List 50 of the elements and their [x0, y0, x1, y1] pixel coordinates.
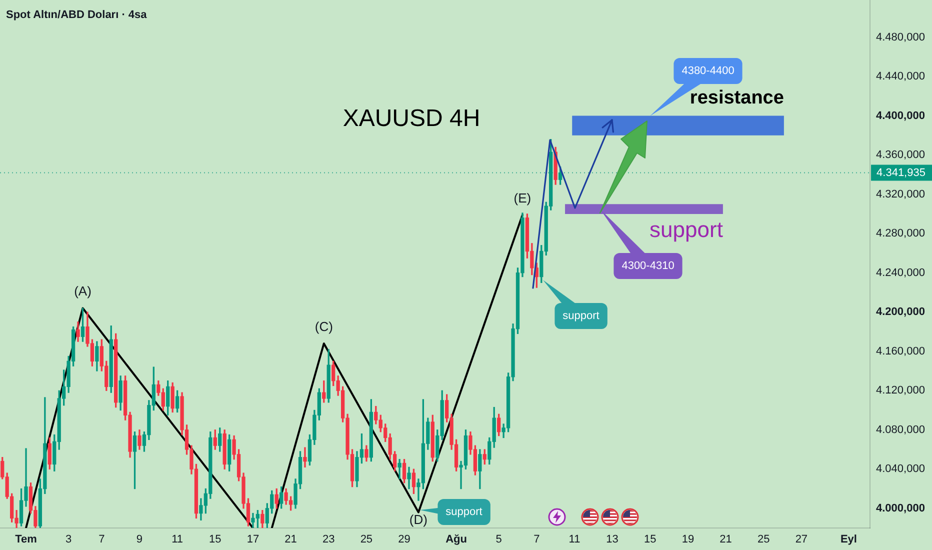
- y-tick-label: 4.080,000: [876, 424, 925, 436]
- data-label: (E): [514, 190, 532, 206]
- band-label: support: [650, 217, 723, 242]
- y-tick-label: 4.320,000: [876, 188, 925, 200]
- x-tick-label: Eyl: [840, 534, 857, 546]
- data-label: (D): [409, 512, 428, 527]
- x-tick-label: 11: [172, 534, 184, 546]
- y-tick-label: 4.200,000: [876, 306, 925, 318]
- annotation: 4300-4310: [622, 260, 674, 272]
- x-tick-label: 27: [795, 534, 808, 546]
- x-tick-label: 19: [682, 534, 694, 546]
- annotation: support: [446, 506, 482, 518]
- y-tick-label: 4.040,000: [876, 463, 925, 476]
- x-tick-label: 25: [360, 534, 373, 546]
- x-tick-label: Tem: [15, 534, 38, 546]
- y-tick-label: 4.240,000: [876, 266, 925, 279]
- x-tick-label: 5: [496, 534, 502, 546]
- y-tick-label: 4.360,000: [876, 149, 925, 162]
- x-tick-label: 17: [246, 534, 260, 546]
- x-tick-label: 3: [65, 534, 72, 546]
- annotation: XAUUSD 4H: [342, 104, 480, 132]
- x-tick-label: 25: [757, 534, 770, 546]
- x-tick-label: 15: [644, 534, 656, 546]
- y-tick-label: 4.000,000: [876, 502, 925, 514]
- x-tick-label: 23: [322, 534, 335, 546]
- annotation: support: [562, 310, 600, 322]
- x-tick-label: 21: [284, 534, 297, 546]
- x-tick-label: 21: [720, 534, 732, 546]
- x-tick-label: 7: [534, 534, 540, 546]
- y-tick-label: 4.280,000: [876, 228, 925, 240]
- y-tick-label: 4.400,000: [876, 110, 925, 122]
- data-label: (C): [314, 319, 333, 334]
- y-tick-label: 4.440,000: [876, 70, 925, 83]
- x-tick-label: Ağu: [446, 534, 467, 546]
- candlestick: [398, 458, 402, 480]
- x-tick-label: 29: [398, 534, 410, 546]
- band-label: resistance: [690, 88, 784, 109]
- x-tick-label: 15: [209, 534, 222, 546]
- data-label: (A): [74, 284, 92, 299]
- y-tick-label: 4.120,000: [876, 384, 925, 397]
- ref-line-label: 4.341,935: [876, 166, 926, 179]
- x-tick-label: 7: [98, 534, 105, 546]
- y-tick-label: 4.160,000: [876, 345, 925, 358]
- candlestick: [303, 447, 307, 468]
- x-tick-label: 13: [606, 534, 618, 546]
- x-tick-label: 9: [136, 534, 143, 546]
- annotation: 4380-4400: [682, 65, 734, 78]
- text: Spot Altın/ABD Doları · 4sa: [6, 9, 148, 22]
- y-tick-label: 4.480,000: [876, 31, 925, 44]
- x-tick-label: 11: [568, 534, 580, 546]
